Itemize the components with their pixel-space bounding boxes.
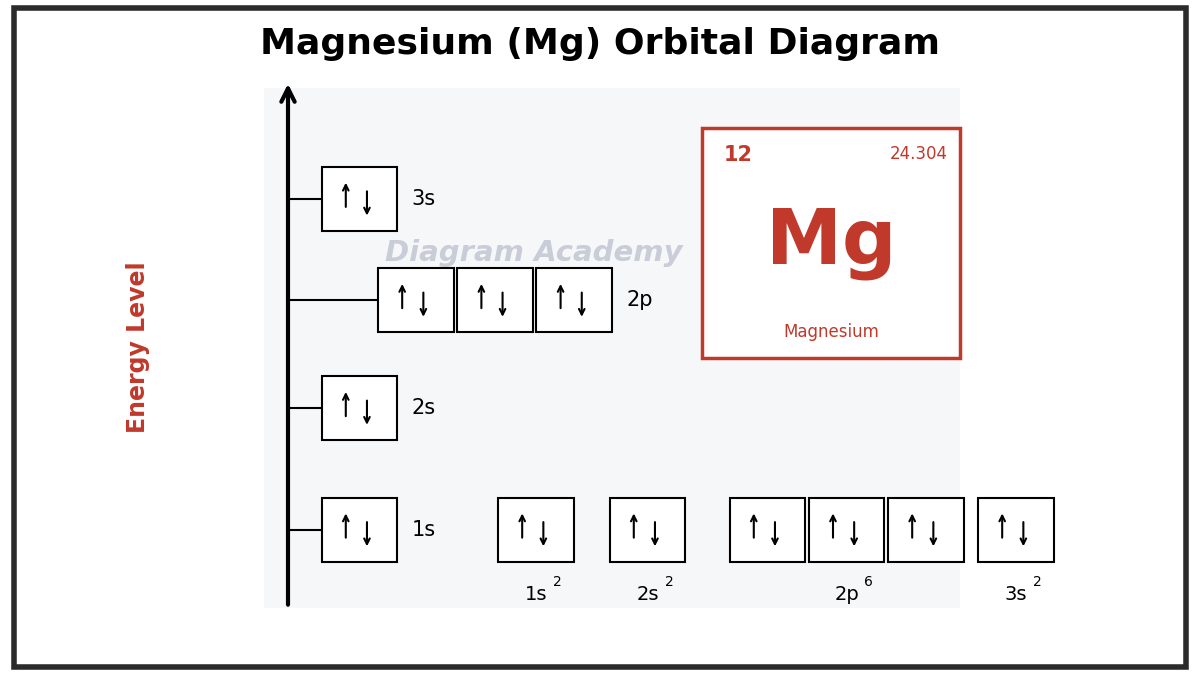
Text: 2s: 2s [636, 585, 659, 604]
Bar [888, 498, 964, 562]
Bar [702, 128, 960, 358]
Bar [264, 88, 960, 608]
Text: 1s: 1s [412, 520, 436, 540]
Text: 2p: 2p [834, 585, 859, 604]
Bar [978, 498, 1054, 562]
Text: 2: 2 [1033, 575, 1042, 589]
Bar [610, 498, 685, 562]
Text: Magnesium: Magnesium [784, 323, 878, 341]
Text: 6: 6 [864, 575, 872, 589]
Text: Mg: Mg [766, 206, 896, 280]
Text: Energy Level: Energy Level [126, 262, 150, 433]
Text: 2s: 2s [412, 398, 436, 418]
Bar [498, 498, 574, 562]
Text: 12: 12 [724, 145, 752, 165]
Bar [730, 498, 805, 562]
Bar [809, 498, 884, 562]
Bar [457, 268, 533, 332]
Bar [322, 167, 397, 231]
Bar [322, 377, 397, 440]
Text: Magnesium (Mg) Orbital Diagram: Magnesium (Mg) Orbital Diagram [260, 27, 940, 61]
Text: 2p: 2p [626, 290, 653, 310]
Text: 3s: 3s [1004, 585, 1027, 604]
Bar [536, 268, 612, 332]
Bar [322, 498, 397, 562]
Text: Diagram Academy: Diagram Academy [385, 239, 683, 267]
Text: 2: 2 [553, 575, 562, 589]
Text: 3s: 3s [412, 189, 436, 209]
Text: 24.304: 24.304 [890, 145, 948, 163]
Text: 1s: 1s [524, 585, 547, 604]
Text: 2: 2 [665, 575, 673, 589]
Bar [378, 268, 454, 332]
